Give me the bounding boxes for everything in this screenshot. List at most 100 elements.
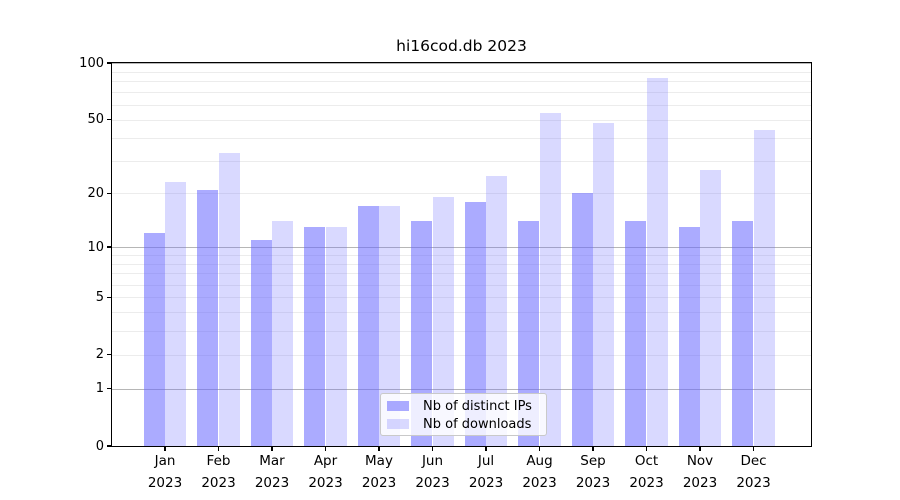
gridline-minor <box>112 71 811 73</box>
y-tick-label: 1 <box>95 381 104 396</box>
x-tick-label: Jun 2023 <box>393 451 473 494</box>
x-tick-month: Apr <box>313 453 338 469</box>
x-tick-year: 2023 <box>682 474 718 491</box>
x-tick-month: Jun <box>421 453 444 469</box>
x-tick-year: 2023 <box>415 474 450 491</box>
x-tick-month: Feb <box>206 453 231 469</box>
chart-title: hi16cod.db 2023 <box>396 37 527 55</box>
gridline-major <box>112 247 811 248</box>
legend-label: Nb of downloads <box>423 416 532 432</box>
bar-distinct-ips-may <box>357 206 379 446</box>
x-tick-mark <box>645 446 648 451</box>
x-tick-month: Aug <box>526 453 553 469</box>
bar-downloads-may <box>379 206 401 446</box>
bar-downloads-jun <box>432 197 454 446</box>
plot-area <box>112 63 811 446</box>
gridline-minor <box>112 193 811 195</box>
y-tick-mark <box>106 445 112 447</box>
x-tick-month: Dec <box>740 453 767 469</box>
x-tick-mark <box>538 446 541 451</box>
x-tick-mark <box>378 446 380 451</box>
x-tick-year: 2023 <box>736 474 771 491</box>
x-tick-month: Oct <box>634 453 659 469</box>
x-tick-mark <box>485 446 487 451</box>
y-tick-mark <box>106 246 112 248</box>
x-tick-year: 2023 <box>308 474 343 491</box>
y-tick-mark <box>106 296 112 298</box>
x-tick-month: Nov <box>686 453 714 469</box>
x-tick-mark <box>699 446 701 451</box>
y-tick-label: 0 <box>95 438 104 454</box>
legend-item: Nb of downloads <box>387 415 546 433</box>
bar-downloads-sep <box>593 123 615 446</box>
x-tick-month: Mar <box>259 453 285 469</box>
legend-swatch-icon <box>387 419 409 429</box>
bar-distinct-ips-apr <box>304 227 326 446</box>
x-tick-mark <box>271 446 273 451</box>
y-tick-label: 50 <box>87 112 104 128</box>
gridline-minor <box>112 254 811 256</box>
x-tick-year: 2023 <box>361 474 397 491</box>
bar-distinct-ips-dec <box>732 221 754 446</box>
y-tick-mark <box>106 62 112 64</box>
x-tick-mark <box>592 446 594 451</box>
y-tick-label: 20 <box>87 185 104 201</box>
legend: Nb of distinct IPs Nb of downloads <box>380 393 547 436</box>
bar-downloads-jan <box>165 182 187 446</box>
x-tick-mark <box>164 446 166 451</box>
y-tick-mark <box>106 192 112 194</box>
gridline-minor <box>112 297 811 299</box>
x-tick-mark <box>752 446 755 451</box>
x-tick-label: Aug 2023 <box>500 451 580 494</box>
bar-downloads-oct <box>646 78 668 446</box>
x-tick-year: 2023 <box>522 474 557 491</box>
x-tick-mark <box>431 446 434 451</box>
legend-swatch-icon <box>387 401 409 411</box>
x-tick-month: May <box>365 453 393 469</box>
x-tick-month: Sep <box>580 453 606 469</box>
gridline-minor <box>112 354 811 356</box>
x-tick-label: May 2023 <box>339 451 419 494</box>
gridline-minor <box>112 284 811 286</box>
y-tick-mark <box>106 354 112 356</box>
legend-item: Nb of distinct IPs <box>387 397 546 415</box>
x-tick-year: 2023 <box>254 474 290 491</box>
x-tick-mark <box>217 446 220 451</box>
bar-downloads-dec <box>753 130 775 446</box>
y-tick-label: 5 <box>95 289 104 305</box>
gridline-minor <box>112 119 811 121</box>
x-tick-month: Jan <box>154 453 176 469</box>
gridline-minor <box>112 331 811 332</box>
x-tick-label: Mar 2023 <box>232 451 312 494</box>
bar-downloads-mar <box>272 221 294 446</box>
x-tick-label: Sep 2023 <box>553 451 633 494</box>
bar-distinct-ips-mar <box>250 239 272 446</box>
x-tick-label: Oct 2023 <box>607 451 687 494</box>
gridline-major <box>112 388 811 390</box>
x-tick-year: 2023 <box>629 474 664 491</box>
x-tick-mark <box>324 446 327 451</box>
bar-distinct-ips-feb <box>197 189 219 446</box>
legend-label: Nb of distinct IPs <box>423 398 532 414</box>
x-tick-label: Jul 2023 <box>446 451 526 494</box>
bar-distinct-ips-jul <box>464 201 486 446</box>
bar-downloads-jul <box>486 175 508 446</box>
gridline-major <box>112 63 811 64</box>
gridline-minor <box>112 312 811 314</box>
x-tick-label: Nov 2023 <box>660 451 740 494</box>
y-tick-label: 10 <box>87 239 104 255</box>
y-tick-mark <box>106 387 112 390</box>
y-tick-label: 100 <box>79 55 104 71</box>
bar-distinct-ips-sep <box>571 193 593 446</box>
gridline-minor <box>112 161 811 162</box>
bar-downloads-feb <box>218 153 240 446</box>
x-tick-label: Apr 2023 <box>286 451 366 494</box>
x-tick-year: 2023 <box>147 474 183 491</box>
bar-distinct-ips-jan <box>143 233 165 446</box>
gridline-minor <box>112 104 811 106</box>
x-tick-label: Jan 2023 <box>125 451 205 494</box>
y-tick-mark <box>106 119 112 121</box>
bar-distinct-ips-jun <box>411 221 433 446</box>
gridline-minor <box>112 263 811 265</box>
